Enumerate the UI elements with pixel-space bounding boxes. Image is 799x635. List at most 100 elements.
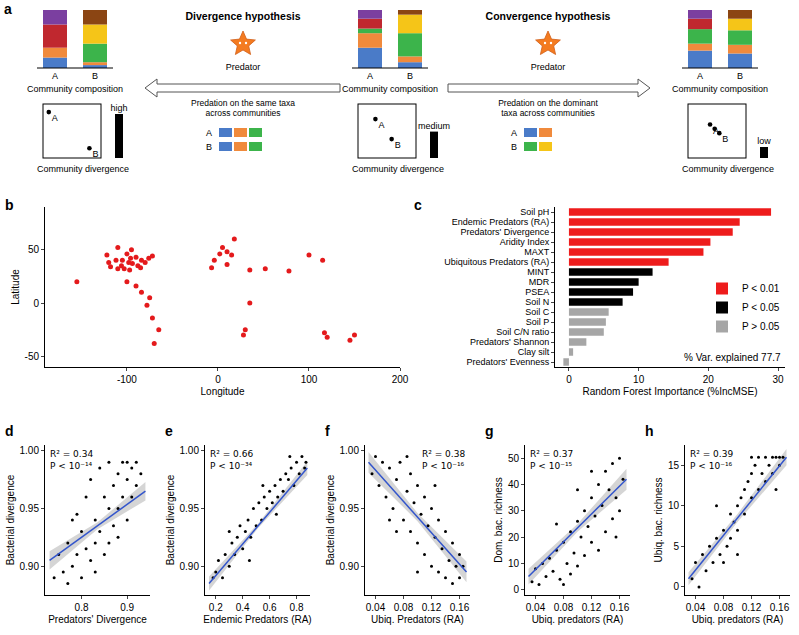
svg-text:Soil pH: Soil pH <box>520 207 549 217</box>
svg-text:Soil C: Soil C <box>525 307 550 317</box>
svg-text:0.12: 0.12 <box>422 602 442 613</box>
svg-text:0: 0 <box>215 374 221 385</box>
svg-text:Predator: Predator <box>531 62 566 72</box>
svg-text:A: A <box>511 128 517 138</box>
svg-text:Bacterial divergence: Bacterial divergence <box>5 474 16 565</box>
svg-text:0.08: 0.08 <box>394 602 414 613</box>
svg-text:P < 0.01: P < 0.01 <box>742 283 780 294</box>
svg-text:1.00: 1.00 <box>340 445 360 456</box>
svg-text:P < 0.05: P < 0.05 <box>742 302 780 313</box>
svg-text:0: 0 <box>673 581 679 592</box>
svg-text:taxa across communities: taxa across communities <box>501 108 595 118</box>
svg-text:10: 10 <box>668 500 680 511</box>
svg-text:A: A <box>367 71 373 81</box>
svg-text:Ubiq. predators (RA): Ubiq. predators (RA) <box>692 614 784 625</box>
svg-text:low: low <box>757 136 771 146</box>
svg-text:Predators' Shannon: Predators' Shannon <box>470 337 549 347</box>
svg-text:a: a <box>4 1 12 17</box>
svg-text:-100: -100 <box>117 374 137 385</box>
svg-text:across communities: across communities <box>205 108 280 118</box>
svg-text:Predation on the same taxa: Predation on the same taxa <box>191 98 295 108</box>
svg-text:15: 15 <box>668 460 680 471</box>
svg-text:5: 5 <box>673 541 679 552</box>
svg-text:Aridity Index: Aridity Index <box>500 237 550 247</box>
svg-text:Random Forest Importance (%Inc: Random Forest Importance (%IncMSE) <box>582 386 757 397</box>
svg-text:g: g <box>485 423 494 439</box>
svg-text:MAXT: MAXT <box>524 247 550 257</box>
svg-text:B: B <box>92 71 98 81</box>
svg-text:50: 50 <box>508 453 520 464</box>
svg-text:200: 200 <box>392 374 409 385</box>
svg-text:P > 0.05: P > 0.05 <box>742 321 780 332</box>
svg-text:A: A <box>378 120 384 130</box>
svg-text:0.16: 0.16 <box>770 602 790 613</box>
svg-text:B: B <box>737 71 743 81</box>
svg-text:100: 100 <box>301 374 318 385</box>
svg-text:medium: medium <box>418 121 450 131</box>
svg-text:20: 20 <box>703 374 715 385</box>
svg-text:Ubiq. Predators (RA): Ubiq. Predators (RA) <box>371 614 464 625</box>
svg-text:A: A <box>206 128 212 138</box>
svg-text:0.04: 0.04 <box>366 602 386 613</box>
svg-text:50: 50 <box>28 244 40 255</box>
svg-text:0.8: 0.8 <box>290 602 304 613</box>
svg-text:Predation on the dominant: Predation on the dominant <box>498 98 598 108</box>
svg-text:d: d <box>5 423 14 439</box>
svg-text:0: 0 <box>513 584 519 595</box>
svg-text:Ubiq. predators (RA): Ubiq. predators (RA) <box>532 614 624 625</box>
svg-text:30: 30 <box>772 374 784 385</box>
svg-text:Latitude: Latitude <box>10 269 21 305</box>
svg-text:h: h <box>645 423 654 439</box>
svg-text:Predators' Divergence: Predators' Divergence <box>48 614 147 625</box>
svg-text:0.04: 0.04 <box>526 602 546 613</box>
svg-text:Dom. bac. richness: Dom. bac. richness <box>493 477 504 563</box>
svg-text:Bacterial divergence: Bacterial divergence <box>165 474 176 565</box>
svg-text:0.16: 0.16 <box>450 602 470 613</box>
svg-text:0.08: 0.08 <box>554 602 574 613</box>
svg-text:0.6: 0.6 <box>263 602 277 613</box>
svg-text:0.16: 0.16 <box>610 602 630 613</box>
svg-text:B: B <box>407 71 413 81</box>
svg-text:Soil N: Soil N <box>525 297 549 307</box>
svg-text:Soil C/N ratio: Soil C/N ratio <box>496 327 549 337</box>
svg-text:0.95: 0.95 <box>340 503 360 514</box>
svg-text:f: f <box>325 423 330 439</box>
svg-text:40: 40 <box>508 479 520 490</box>
svg-text:30: 30 <box>508 505 520 516</box>
svg-text:0.08: 0.08 <box>714 602 734 613</box>
svg-text:R² = 0.38P < 10⁻¹⁶: R² = 0.38P < 10⁻¹⁶ <box>422 449 465 471</box>
svg-text:0.12: 0.12 <box>582 602 602 613</box>
svg-text:Community composition: Community composition <box>342 84 438 94</box>
svg-text:0.8: 0.8 <box>75 602 89 613</box>
svg-text:e: e <box>165 423 173 439</box>
svg-text:MDR: MDR <box>529 277 550 287</box>
svg-text:A: A <box>52 71 58 81</box>
svg-text:Ubiq. bac. richness: Ubiq. bac. richness <box>653 477 664 562</box>
svg-text:Community divergence: Community divergence <box>37 164 129 174</box>
svg-text:10: 10 <box>508 558 520 569</box>
svg-text:PSEA: PSEA <box>525 287 549 297</box>
svg-text:Convergence hypothesis: Convergence hypothesis <box>486 10 611 22</box>
svg-text:B: B <box>395 140 401 150</box>
svg-text:0.90: 0.90 <box>20 561 40 572</box>
svg-text:Bacterial divergence: Bacterial divergence <box>325 474 336 565</box>
svg-text:0.90: 0.90 <box>180 561 200 572</box>
svg-text:1.00: 1.00 <box>20 445 40 456</box>
svg-text:Predators' Evenness: Predators' Evenness <box>466 357 549 367</box>
svg-text:0: 0 <box>566 374 572 385</box>
svg-text:1.00: 1.00 <box>180 445 200 456</box>
svg-text:% Var. explained 77.7: % Var. explained 77.7 <box>684 352 781 363</box>
svg-text:0: 0 <box>33 298 39 309</box>
svg-text:0.2: 0.2 <box>209 602 223 613</box>
svg-text:c: c <box>414 197 422 213</box>
svg-text:Ubiquitous Predators (RA): Ubiquitous Predators (RA) <box>444 257 549 267</box>
svg-text:-50: -50 <box>25 351 40 362</box>
svg-text:0.95: 0.95 <box>20 503 40 514</box>
svg-text:10: 10 <box>633 374 645 385</box>
svg-text:B: B <box>206 142 212 152</box>
svg-text:Predators' Divergence: Predators' Divergence <box>460 227 549 237</box>
svg-text:Endemic Predators (RA): Endemic Predators (RA) <box>452 217 550 227</box>
svg-text:20: 20 <box>508 532 520 543</box>
svg-text:Soil P: Soil P <box>526 317 550 327</box>
svg-text:R² = 0.66P < 10⁻³⁴: R² = 0.66P < 10⁻³⁴ <box>210 449 253 471</box>
